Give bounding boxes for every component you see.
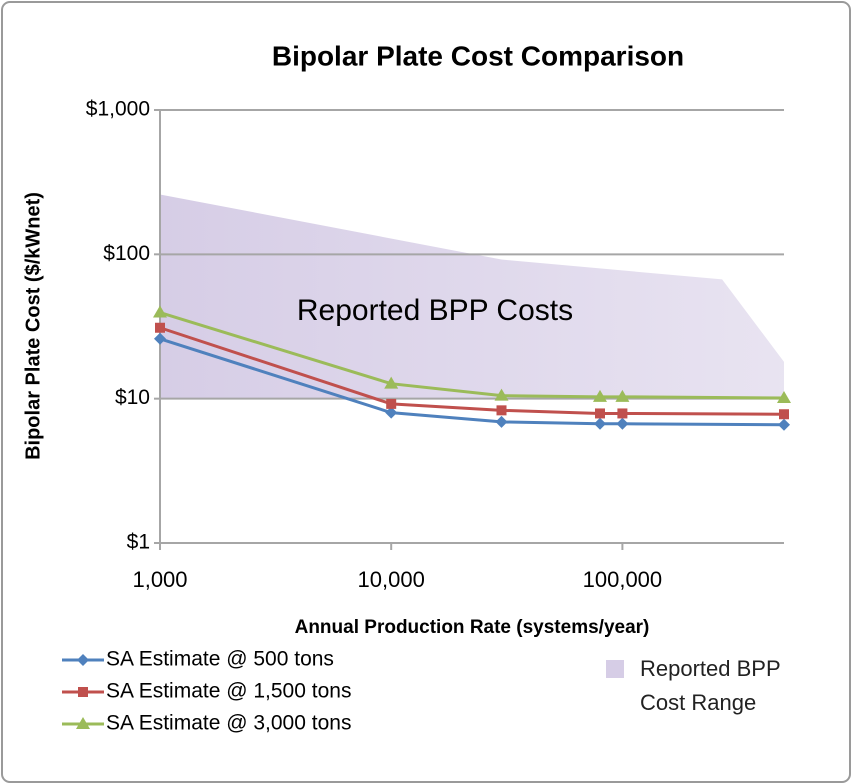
y-axis-label: Bipolar Plate Cost ($/kWnet) <box>22 192 44 460</box>
marker <box>155 322 165 333</box>
marker <box>386 398 397 409</box>
marker <box>153 305 167 318</box>
legend-marker <box>77 654 89 666</box>
marker <box>154 332 166 345</box>
marker <box>385 406 398 419</box>
legend-marker <box>78 687 88 697</box>
marker <box>777 391 791 404</box>
marker <box>778 418 790 431</box>
y-tick-label: $10 <box>115 386 150 409</box>
marker <box>494 388 509 401</box>
marker <box>495 415 508 428</box>
marker <box>594 408 605 419</box>
x-tick-label: 100,000 <box>583 567 663 592</box>
legend-marker <box>76 717 90 729</box>
y-tick-label: $1,000 <box>86 98 150 121</box>
marker <box>384 376 399 389</box>
legend-label: SA Estimate @ 500 tons <box>106 648 334 671</box>
annotation: Reported BPP Costs <box>297 294 573 327</box>
marker <box>593 417 606 430</box>
marker <box>615 389 630 402</box>
series-line <box>159 326 785 416</box>
x-tick-label: 10,000 <box>358 567 425 592</box>
marker <box>617 408 628 419</box>
legend-label: Reported BPP Cost Range <box>640 656 781 715</box>
series-line <box>159 337 785 427</box>
marker <box>592 389 607 402</box>
legend-label: SA Estimate @ 3,000 tons <box>106 712 351 735</box>
y-tick-label: $100 <box>103 242 150 265</box>
marker <box>779 409 789 420</box>
legend-label: SA Estimate @ 1,500 tons <box>106 680 351 703</box>
y-tick-label: $1 <box>127 531 150 554</box>
series-line <box>159 311 785 400</box>
x-tick-label: 1,000 <box>132 567 187 592</box>
marker <box>496 405 507 416</box>
cost-range-area <box>160 194 784 399</box>
marker <box>616 417 629 430</box>
x-axis-label: Annual Production Rate (systems/year) <box>295 617 650 638</box>
legend-swatch <box>606 660 624 678</box>
chart-title: Bipolar Plate Cost Comparison <box>272 40 684 71</box>
